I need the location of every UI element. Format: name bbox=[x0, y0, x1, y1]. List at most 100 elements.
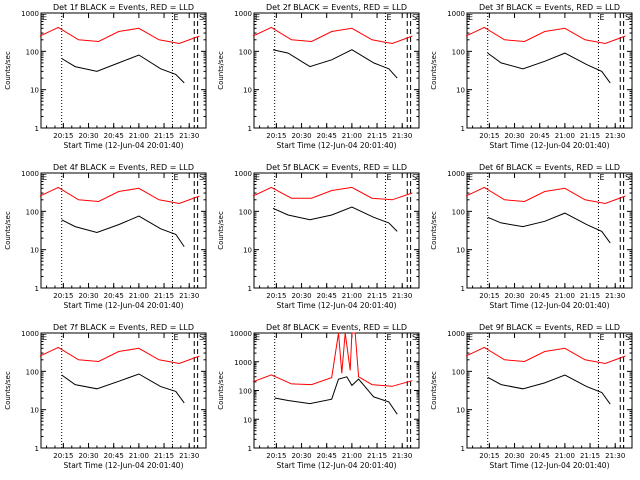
plot-frame bbox=[40, 172, 207, 289]
y-tick-label: 100 bbox=[239, 48, 252, 56]
x-tick-label: 21:00 bbox=[555, 292, 575, 300]
plot-frame bbox=[253, 332, 420, 449]
y-tick-label: 10 bbox=[456, 247, 465, 255]
corner-label-mid: E bbox=[386, 173, 391, 182]
y-tick-label: 10 bbox=[456, 87, 465, 95]
y-tick-label: 1 bbox=[35, 445, 39, 453]
plot-frame bbox=[466, 332, 633, 449]
x-tick-label: 21:30 bbox=[179, 132, 199, 140]
y-tick-label: 1 bbox=[461, 445, 465, 453]
x-tick-label: 20:45 bbox=[317, 292, 337, 300]
y-tick-label: 1000 bbox=[447, 170, 465, 178]
x-axis-label: Start Time (12-Jun-04 20:01:40) bbox=[64, 141, 184, 150]
y-tick-label: 10 bbox=[30, 87, 39, 95]
corner-label-left: E bbox=[42, 173, 47, 182]
x-axis-label: Start Time (12-Jun-04 20:01:40) bbox=[490, 301, 610, 310]
y-axis-label: Counts/sec bbox=[430, 51, 438, 90]
panel-det-9: Det 9f BLACK = Events, RED = LLD 1 10 100 10… bbox=[430, 323, 633, 470]
y-axis-label: Counts/sec bbox=[217, 211, 225, 250]
y-tick-label: 1000 bbox=[21, 170, 39, 178]
panel-title: Det 9f BLACK = Events, RED = LLD bbox=[479, 323, 620, 332]
events-series-line bbox=[61, 215, 185, 247]
panel-det-3: Det 3f BLACK = Events, RED = LLD 1 10 100 10… bbox=[430, 3, 633, 150]
x-tick-label: 21:15 bbox=[367, 132, 387, 140]
x-axis-label: Start Time (12-Jun-04 20:01:40) bbox=[64, 461, 184, 470]
y-tick-label: 1000 bbox=[234, 170, 252, 178]
y-tick-label: 10000 bbox=[230, 330, 252, 338]
x-tick-label: 20:45 bbox=[104, 292, 124, 300]
y-tick-label: 1000 bbox=[447, 10, 465, 18]
corner-label-mid: E bbox=[599, 13, 604, 22]
x-tick-label: 21:15 bbox=[154, 292, 174, 300]
lld-series-line bbox=[39, 346, 200, 365]
y-tick-label: 100 bbox=[452, 208, 465, 216]
plot-frame bbox=[40, 12, 207, 129]
x-axis-label: Start Time (12-Jun-04 20:01:40) bbox=[277, 461, 397, 470]
events-series-line bbox=[61, 373, 185, 404]
x-tick-label: 21:15 bbox=[580, 452, 600, 460]
x-tick-label: 20:15 bbox=[479, 452, 499, 460]
lld-series-line bbox=[465, 346, 626, 365]
corner-label-right: S bbox=[412, 173, 417, 182]
corner-label-left: E bbox=[42, 333, 47, 342]
y-tick-label: 1 bbox=[248, 445, 252, 453]
lld-series-line bbox=[252, 332, 413, 387]
x-tick-label: 21:15 bbox=[154, 132, 174, 140]
x-tick-label: 20:45 bbox=[317, 452, 337, 460]
x-tick-label: 21:30 bbox=[605, 132, 625, 140]
corner-label-right: S bbox=[199, 173, 204, 182]
x-tick-label: 21:00 bbox=[555, 452, 575, 460]
y-tick-label: 1 bbox=[35, 285, 39, 293]
panel-det-1: Det 1f BLACK = Events, RED = LLD 1 10 100 10… bbox=[4, 3, 207, 150]
lld-series-line bbox=[465, 186, 626, 205]
events-series-line bbox=[487, 374, 611, 405]
x-tick-label: 20:15 bbox=[479, 132, 499, 140]
y-tick-label: 1000 bbox=[234, 10, 252, 18]
corner-label-right: S bbox=[412, 13, 417, 22]
y-tick-label: 1 bbox=[248, 125, 252, 133]
y-tick-label: 100 bbox=[26, 48, 39, 56]
y-tick-label: 10 bbox=[243, 87, 252, 95]
x-tick-label: 20:30 bbox=[78, 132, 98, 140]
x-tick-label: 20:15 bbox=[53, 452, 73, 460]
x-tick-label: 20:30 bbox=[504, 132, 524, 140]
y-tick-label: 1000 bbox=[21, 10, 39, 18]
events-series-line bbox=[61, 54, 185, 84]
corner-label-left: E bbox=[468, 333, 473, 342]
corner-label-right: S bbox=[199, 333, 204, 342]
x-tick-label: 20:30 bbox=[504, 452, 524, 460]
y-axis-label: Counts/sec bbox=[430, 371, 438, 410]
x-tick-label: 20:45 bbox=[104, 452, 124, 460]
y-tick-label: 100 bbox=[452, 368, 465, 376]
corner-label-mid: E bbox=[173, 13, 178, 22]
x-axis-label: Start Time (12-Jun-04 20:01:40) bbox=[490, 461, 610, 470]
panel-title: Det 2f BLACK = Events, RED = LLD bbox=[266, 3, 407, 12]
panel-title: Det 4f BLACK = Events, RED = LLD bbox=[53, 163, 194, 172]
corner-label-mid: E bbox=[599, 333, 604, 342]
y-tick-label: 100 bbox=[26, 368, 39, 376]
x-tick-label: 21:00 bbox=[555, 132, 575, 140]
x-tick-label: 21:30 bbox=[392, 132, 412, 140]
x-tick-label: 20:30 bbox=[504, 292, 524, 300]
corner-label-mid: E bbox=[599, 173, 604, 182]
plot-frame bbox=[253, 12, 420, 129]
x-tick-label: 20:45 bbox=[530, 132, 550, 140]
corner-label-left: E bbox=[255, 333, 260, 342]
x-tick-label: 21:15 bbox=[580, 292, 600, 300]
x-tick-label: 21:00 bbox=[342, 452, 362, 460]
corner-label-mid: E bbox=[386, 13, 391, 22]
y-tick-label: 1 bbox=[248, 285, 252, 293]
panel-title: Det 5f BLACK = Events, RED = LLD bbox=[266, 163, 407, 172]
y-axis-label: Counts/sec bbox=[430, 211, 438, 250]
panel-det-5: Det 5f BLACK = Events, RED = LLD 1 10 100 10… bbox=[217, 163, 420, 310]
x-tick-label: 21:00 bbox=[342, 292, 362, 300]
y-axis-label: Counts/sec bbox=[4, 51, 12, 90]
plot-frame bbox=[253, 172, 420, 289]
corner-label-right: S bbox=[412, 333, 417, 342]
corner-label-right: S bbox=[199, 13, 204, 22]
panel-det-2: Det 2f BLACK = Events, RED = LLD 1 10 100 10… bbox=[217, 3, 420, 150]
x-tick-label: 21:30 bbox=[179, 292, 199, 300]
y-axis-label: Counts/sec bbox=[4, 211, 12, 250]
x-tick-label: 21:00 bbox=[129, 292, 149, 300]
y-tick-label: 10 bbox=[30, 247, 39, 255]
